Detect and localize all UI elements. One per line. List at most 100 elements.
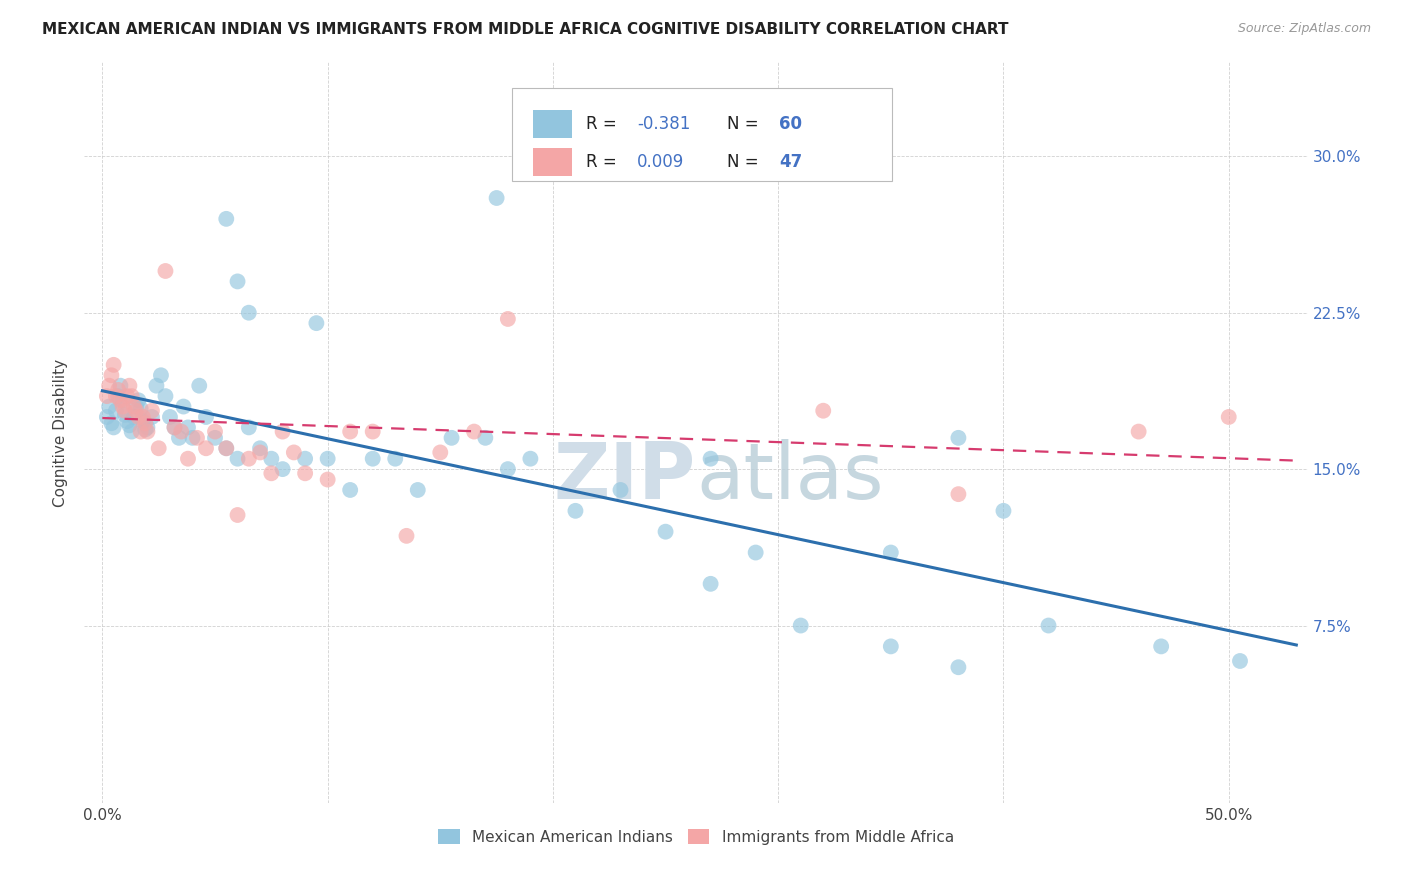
Point xyxy=(744,545,766,559)
FancyBboxPatch shape xyxy=(533,148,572,176)
Point xyxy=(115,389,138,403)
Point xyxy=(339,483,361,497)
Point xyxy=(260,467,283,481)
Point xyxy=(129,425,152,439)
Text: 47: 47 xyxy=(779,153,803,171)
Point xyxy=(104,403,127,417)
Text: 60: 60 xyxy=(779,115,803,134)
Point xyxy=(361,425,384,439)
Point xyxy=(384,451,406,466)
Point xyxy=(111,393,134,408)
Point xyxy=(361,451,384,466)
Point xyxy=(121,389,143,403)
Point xyxy=(103,420,125,434)
Point xyxy=(177,451,200,466)
Point xyxy=(100,368,122,383)
Point xyxy=(107,389,129,403)
Point xyxy=(305,316,328,330)
Text: MEXICAN AMERICAN INDIAN VS IMMIGRANTS FROM MIDDLE AFRICA COGNITIVE DISABILITY CO: MEXICAN AMERICAN INDIAN VS IMMIGRANTS FR… xyxy=(42,22,1008,37)
Point xyxy=(121,425,143,439)
Text: N =: N = xyxy=(727,153,763,171)
Point xyxy=(107,383,129,397)
Point xyxy=(880,640,903,654)
Point xyxy=(564,504,586,518)
Point xyxy=(163,420,186,434)
Point xyxy=(948,431,970,445)
Point xyxy=(1128,425,1150,439)
Point xyxy=(1150,640,1173,654)
Point xyxy=(111,400,134,414)
Point xyxy=(136,420,159,434)
Point xyxy=(238,451,260,466)
Point xyxy=(654,524,676,539)
Point xyxy=(406,483,429,497)
Point xyxy=(339,425,361,439)
Point xyxy=(177,420,200,434)
Point xyxy=(204,431,226,445)
Point xyxy=(294,467,316,481)
Point xyxy=(226,451,249,466)
Point xyxy=(103,358,125,372)
Point xyxy=(170,425,193,439)
Point xyxy=(132,414,155,428)
Point xyxy=(127,393,149,408)
Point xyxy=(110,393,132,408)
Point xyxy=(249,442,271,456)
Point xyxy=(188,378,211,392)
Point xyxy=(181,431,204,445)
Point xyxy=(129,401,152,416)
Point xyxy=(474,431,496,445)
Point xyxy=(96,389,118,403)
Point xyxy=(122,409,145,424)
Point xyxy=(115,414,138,428)
Point xyxy=(215,442,238,456)
Point xyxy=(195,442,218,456)
Text: 0.009: 0.009 xyxy=(637,153,685,171)
Point xyxy=(429,445,451,459)
Text: -0.381: -0.381 xyxy=(637,115,690,134)
Text: ZIP: ZIP xyxy=(554,439,696,515)
Point xyxy=(122,400,145,414)
Point xyxy=(215,211,238,226)
Point xyxy=(127,409,149,424)
Point xyxy=(395,529,418,543)
Point xyxy=(226,274,249,288)
FancyBboxPatch shape xyxy=(533,111,572,138)
Point xyxy=(283,445,305,459)
Point xyxy=(186,431,208,445)
Point xyxy=(948,487,970,501)
Point xyxy=(790,618,813,632)
Point xyxy=(1218,409,1240,424)
Point xyxy=(440,431,463,445)
Point xyxy=(110,378,132,392)
Point xyxy=(159,409,181,424)
Point xyxy=(271,425,294,439)
Point xyxy=(118,418,141,433)
Point xyxy=(136,425,159,439)
Point xyxy=(134,416,156,430)
Point xyxy=(496,462,519,476)
Point xyxy=(294,451,316,466)
Point xyxy=(699,577,721,591)
Point xyxy=(118,378,141,392)
Point xyxy=(238,420,260,434)
Point xyxy=(271,462,294,476)
Point xyxy=(316,473,339,487)
Point xyxy=(195,409,218,424)
Point xyxy=(172,400,194,414)
Point xyxy=(155,264,177,278)
Point xyxy=(485,191,508,205)
Y-axis label: Cognitive Disability: Cognitive Disability xyxy=(53,359,69,507)
Legend: Mexican American Indians, Immigrants from Middle Africa: Mexican American Indians, Immigrants fro… xyxy=(432,822,960,851)
Point xyxy=(463,425,485,439)
Point xyxy=(148,442,170,456)
Point xyxy=(1229,654,1251,668)
Point xyxy=(163,420,186,434)
Point xyxy=(238,306,260,320)
Point xyxy=(519,451,541,466)
Point xyxy=(204,425,226,439)
Point xyxy=(100,416,122,430)
Point xyxy=(496,312,519,326)
Point xyxy=(132,409,155,424)
Text: R =: R = xyxy=(586,153,621,171)
